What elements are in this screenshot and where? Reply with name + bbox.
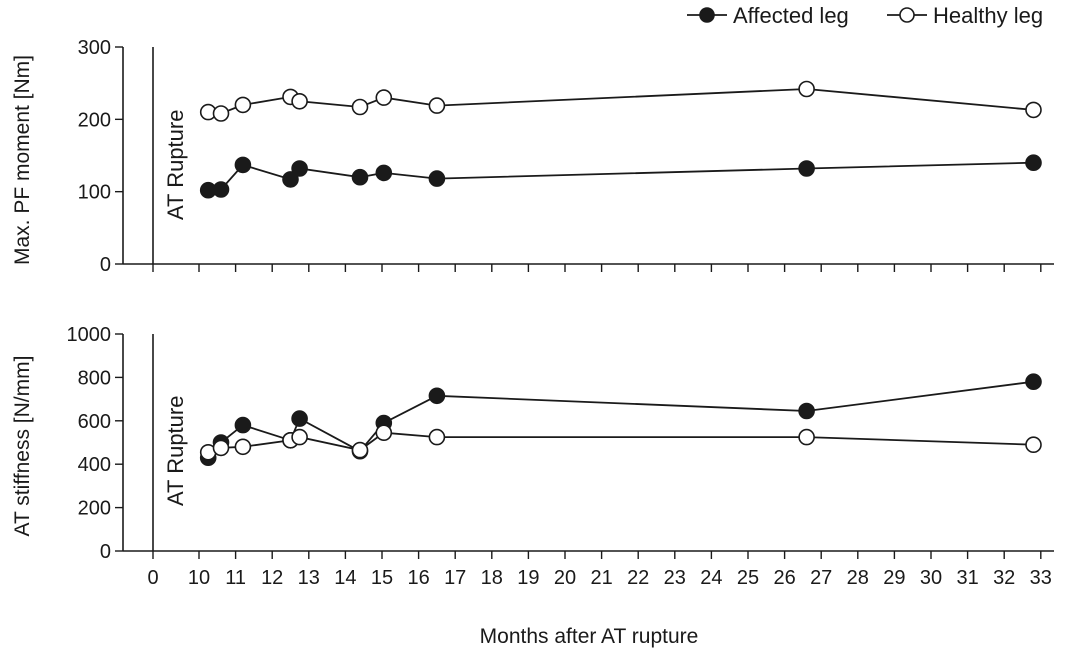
data-point-top-healthy-6 xyxy=(375,89,393,106)
panel-pf-moment: AT Rupture Max. PF moment [Nm] 0 100 200 30… xyxy=(11,37,1054,276)
panel-at-stiffness: AT Rupture AT stiffness [N/mm] 020040060… xyxy=(11,324,1054,589)
x-tick-label-2: 11 xyxy=(225,567,246,589)
x-tick-label-16: 25 xyxy=(737,567,759,589)
data-point-bottom-healthy-1 xyxy=(212,439,230,457)
x-tick-label-20: 29 xyxy=(883,567,905,589)
y-tick-label-bottom-2: 400 xyxy=(78,454,111,476)
x-tick-label-10: 19 xyxy=(517,567,539,589)
data-point-top-healthy-4 xyxy=(291,93,308,110)
data-point-top-healthy-9 xyxy=(1025,101,1042,119)
data-point-bottom-affected-2 xyxy=(234,416,252,434)
y-tick-label-bottom-0: 0 xyxy=(100,541,111,563)
legend: Affected leg Healthy leg xyxy=(687,3,1043,28)
x-tick-label-5: 14 xyxy=(334,567,356,589)
x-tick-label-17: 26 xyxy=(773,567,795,589)
x-tick-label-1: 10 xyxy=(188,567,210,589)
x-tick-label-8: 17 xyxy=(444,567,466,589)
series-line-top-affected xyxy=(208,161,1034,192)
x-axis-title: Months after AT rupture xyxy=(480,625,699,648)
y-tick-label-bottom-4: 800 xyxy=(78,367,111,389)
legend-item-affected: Affected leg xyxy=(687,3,849,28)
data-point-top-affected-8 xyxy=(798,160,815,177)
rupture-annotation-bottom: AT Rupture xyxy=(163,396,188,506)
data-point-top-healthy-8 xyxy=(798,80,815,98)
data-point-bottom-healthy-8 xyxy=(798,428,815,446)
x-tick-label-24: 33 xyxy=(1030,567,1052,589)
data-point-top-healthy-5 xyxy=(351,98,369,116)
y-tick-label-top-3: 300 xyxy=(78,37,111,59)
y-tick-label-top-2: 200 xyxy=(78,109,111,131)
x-tick-label-14: 23 xyxy=(664,567,686,589)
x-tick-label-6: 15 xyxy=(371,567,393,589)
x-tick-label-9: 18 xyxy=(481,567,503,589)
y-ticks-bottom: 0 200 400 600 800 1000 xyxy=(67,324,123,563)
data-point-bottom-healthy-4 xyxy=(291,428,308,446)
x-tick-label-21: 30 xyxy=(920,567,942,589)
y-tick-label-top-1: 100 xyxy=(78,182,111,204)
data-point-top-healthy-1 xyxy=(212,105,230,122)
data-point-bottom-affected-9 xyxy=(1025,373,1042,391)
data-point-top-affected-9 xyxy=(1025,154,1042,171)
rupture-annotation-top: AT Rupture xyxy=(163,110,188,220)
x-tick-label-18: 27 xyxy=(810,567,832,589)
data-point-top-healthy-2 xyxy=(234,96,252,114)
data-point-bottom-healthy-6 xyxy=(375,424,393,442)
series-line-bottom-healthy xyxy=(207,431,1034,454)
x-tick-label-23: 32 xyxy=(993,567,1015,589)
x-tick-label-19: 28 xyxy=(847,567,869,589)
series-line-bottom-affected xyxy=(207,380,1034,459)
data-point-bottom-healthy-5 xyxy=(351,441,369,459)
y-ticks-top: 0 100 200 300 xyxy=(78,37,1042,276)
series-group-top xyxy=(199,80,1042,199)
x-ticks-bottom: 0 10 11 12 13 14 15 16 17 18 19 20 21 22 23 24 25 26 27 28 2… xyxy=(147,551,1052,589)
y-axis-title-bottom: AT stiffness [N/mm] xyxy=(11,356,34,537)
x-tick-label-7: 16 xyxy=(407,567,429,589)
data-point-bottom-affected-7 xyxy=(428,387,446,405)
data-point-bottom-healthy-9 xyxy=(1025,436,1042,454)
data-point-top-affected-4 xyxy=(291,160,308,177)
data-point-top-affected-1 xyxy=(212,181,230,198)
legend-marker-healthy xyxy=(899,7,915,23)
data-point-bottom-affected-8 xyxy=(798,402,815,420)
y-tick-label-bottom-5: 1000 xyxy=(67,324,112,346)
x-tick-label-13: 22 xyxy=(627,567,649,589)
data-point-top-affected-2 xyxy=(234,156,252,174)
x-tick-label-22: 31 xyxy=(956,567,978,589)
x-tick-label-3: 12 xyxy=(261,567,283,589)
x-tick-label-0: 0 xyxy=(147,567,158,589)
legend-item-healthy: Healthy leg xyxy=(887,3,1043,28)
legend-label-healthy: Healthy leg xyxy=(933,3,1043,28)
x-tick-label-15: 24 xyxy=(700,567,722,589)
data-point-top-affected-3 xyxy=(282,171,299,188)
data-point-top-affected-6 xyxy=(375,164,393,182)
data-point-top-affected-7 xyxy=(428,170,446,187)
x-tick-label-4: 13 xyxy=(298,567,320,589)
data-point-top-healthy-7 xyxy=(428,97,446,114)
data-point-bottom-healthy-2 xyxy=(234,438,252,456)
y-tick-label-top-0: 0 xyxy=(100,254,111,276)
legend-marker-affected xyxy=(699,7,715,23)
data-point-bottom-healthy-7 xyxy=(428,428,446,446)
y-axis-title-top: Max. PF moment [Nm] xyxy=(11,55,34,265)
series-line-top-healthy xyxy=(208,88,1034,115)
x-tick-label-12: 21 xyxy=(590,567,612,589)
legend-label-affected: Affected leg xyxy=(733,3,849,28)
y-tick-label-bottom-1: 200 xyxy=(78,498,111,520)
data-point-top-affected-5 xyxy=(351,168,369,186)
x-tick-label-11: 20 xyxy=(554,567,576,589)
y-tick-label-bottom-3: 600 xyxy=(78,411,111,433)
series-group-bottom xyxy=(199,373,1042,467)
data-point-bottom-affected-4 xyxy=(291,410,308,427)
